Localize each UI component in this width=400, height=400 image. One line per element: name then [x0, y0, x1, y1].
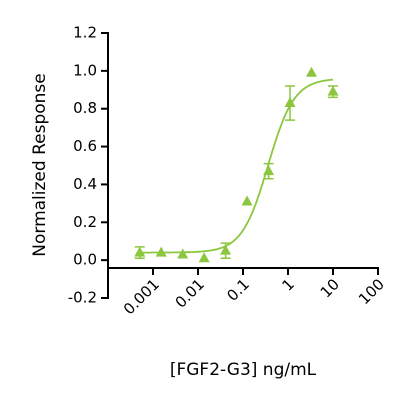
x-tick-label: 0.01	[172, 275, 208, 311]
y-tick-label: 0.4	[73, 175, 97, 193]
y-axis-label: Normalized Response	[30, 73, 50, 256]
x-tick-label: 10	[317, 275, 343, 301]
y-tick-label: 0.6	[73, 137, 97, 155]
y-tick-label: 0.2	[73, 213, 97, 231]
data-point	[327, 85, 339, 96]
data-point	[263, 165, 275, 176]
x-tick-label: 0.001	[120, 275, 163, 318]
x-tick-label: 1	[279, 275, 298, 294]
x-tick-label: 100	[355, 275, 388, 308]
data-point	[155, 246, 167, 257]
data-point	[177, 248, 189, 259]
data-point	[306, 66, 318, 77]
y-tick-label: 1.2	[73, 24, 97, 42]
y-tick-label: 0.8	[73, 99, 97, 117]
data-point	[198, 252, 210, 263]
y-tick-label: 0.0	[73, 251, 97, 269]
data-point	[241, 195, 253, 206]
data-point	[134, 246, 146, 257]
fit-curve	[139, 78, 334, 254]
x-axis-label: [FGF2-G3] ng/mL	[170, 360, 317, 380]
y-tick-label: -0.2	[68, 289, 97, 307]
data-point	[284, 97, 296, 108]
x-tick-label: 0.1	[223, 275, 253, 305]
y-tick-label: 1.0	[73, 61, 97, 79]
data-point	[220, 244, 232, 255]
